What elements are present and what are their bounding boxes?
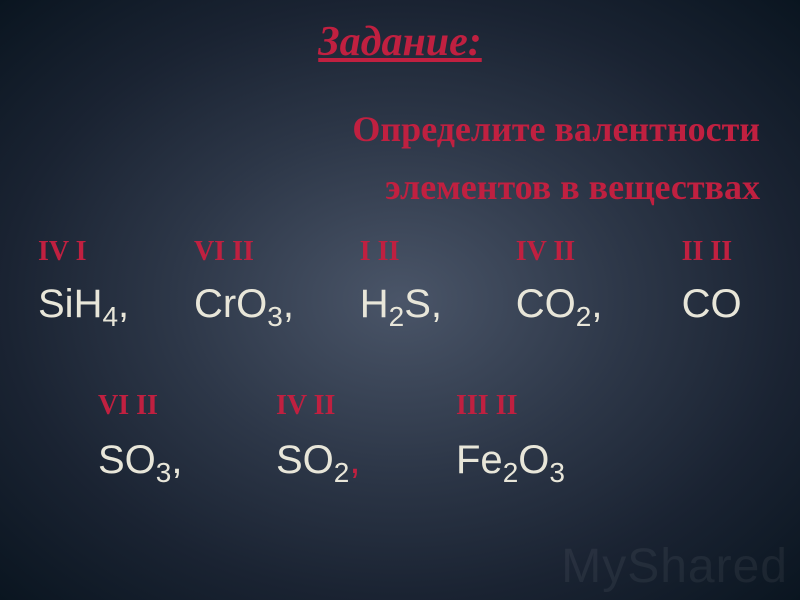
- valence-row-2: VI II IV II III II: [0, 390, 800, 422]
- slide: Задание: Определите валентности элементо…: [0, 0, 800, 600]
- chemical-formula: SiH4,: [38, 282, 194, 333]
- formula-row-1: SiH4, CrO3, H2S, CO2, CO: [0, 282, 800, 333]
- valence-label: IV I: [38, 236, 194, 268]
- valence-label: II II: [682, 236, 800, 268]
- valence-label: VI II: [194, 236, 360, 268]
- chemical-formula: CO2,: [516, 282, 682, 333]
- chemical-formula: H2S,: [360, 282, 516, 333]
- chemical-formula: CO: [682, 282, 800, 327]
- chemical-formula: SO2,: [276, 438, 456, 489]
- subtitle-line-2: элементов в веществах: [385, 166, 760, 208]
- chemical-formula: SO3,: [98, 438, 276, 489]
- valence-label: III II: [456, 390, 616, 422]
- valence-label: IV II: [276, 390, 456, 422]
- subtitle-line-1: Определите валентности: [352, 108, 760, 150]
- chemical-formula: CrO3,: [194, 282, 360, 333]
- valence-label: IV II: [516, 236, 682, 268]
- valence-label: VI II: [98, 390, 276, 422]
- valence-label: I II: [360, 236, 516, 268]
- watermark-text: MyShared: [561, 539, 788, 594]
- slide-title: Задание:: [318, 18, 482, 66]
- chemical-formula: Fe2O3: [456, 438, 616, 489]
- formula-row-2: SO3, SO2, Fe2O3: [0, 438, 800, 489]
- valence-row-1: IV I VI II I II IV II II II: [0, 236, 800, 268]
